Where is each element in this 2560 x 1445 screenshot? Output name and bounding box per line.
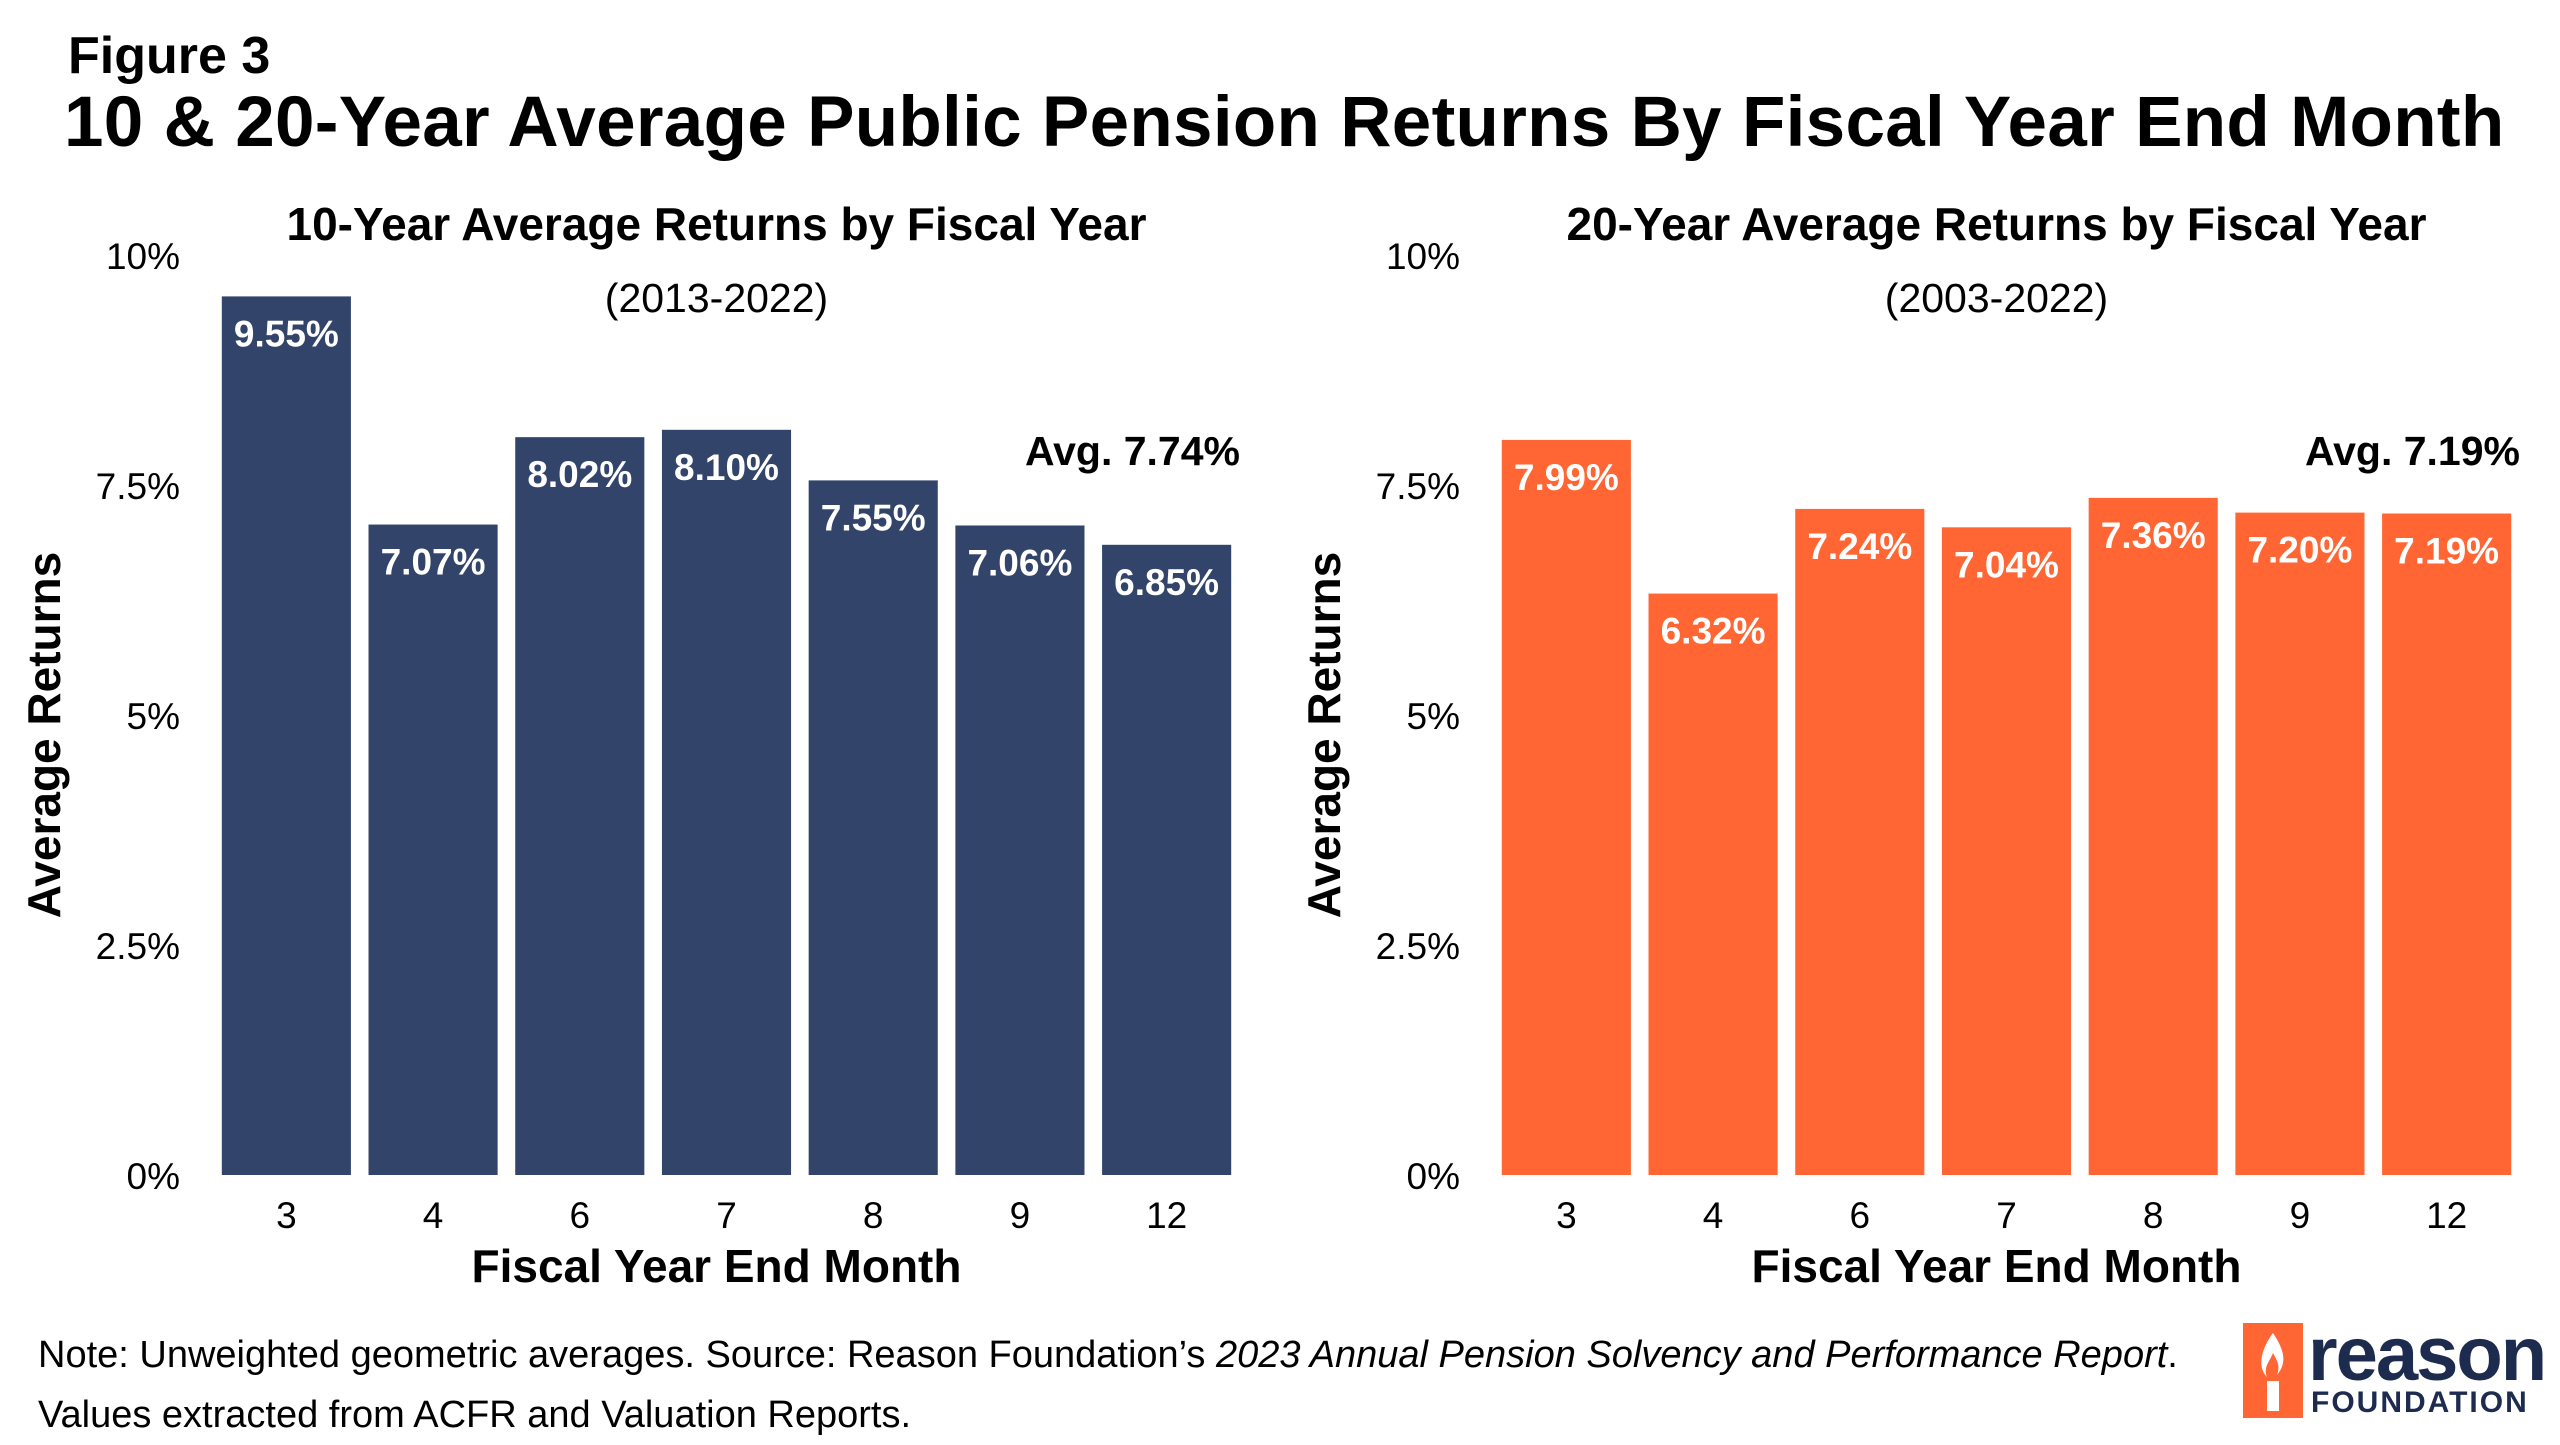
x-axis-title: Fiscal Year End Month <box>1752 1240 2242 1292</box>
x-tick-label: 3 <box>1556 1195 1577 1236</box>
bar-value-label: 8.10% <box>674 447 779 488</box>
x-tick-label: 12 <box>1146 1195 1187 1236</box>
bar-value-label: 6.32% <box>1661 611 1766 652</box>
torch-flame-icon <box>2243 1323 2303 1418</box>
y-tick-label: 7.5% <box>1376 466 1460 507</box>
bar <box>221 296 351 1175</box>
x-axis-title: Fiscal Year End Month <box>472 1240 962 1292</box>
bar-value-label: 6.85% <box>1114 562 1219 603</box>
x-tick-label: 8 <box>863 1195 884 1236</box>
x-tick-label: 9 <box>1010 1195 1031 1236</box>
x-tick-label: 3 <box>276 1195 297 1236</box>
bar <box>661 429 792 1175</box>
bar <box>368 524 498 1175</box>
bar-value-label: 8.02% <box>527 454 632 495</box>
y-axis-title: Average Returns <box>18 552 70 918</box>
footnote-line-1: Note: Unweighted geometric averages. Sou… <box>38 1325 2178 1385</box>
y-tick-label: 7.5% <box>96 466 180 507</box>
y-tick-label: 5% <box>127 696 180 737</box>
chart-title: 10-Year Average Returns by Fiscal Year <box>286 198 1146 250</box>
x-tick-label: 6 <box>1849 1195 1870 1236</box>
average-annotation: Avg. 7.19% <box>2305 428 2520 474</box>
chart-subtitle: (2013-2022) <box>605 275 828 321</box>
bar-value-label: 7.99% <box>1514 457 1619 498</box>
chart-10-year: 10-Year Average Returns by Fiscal Year (2… <box>18 198 1240 1292</box>
bar <box>2235 512 2365 1175</box>
bar-value-label: 7.07% <box>381 542 486 583</box>
x-tick-label: 9 <box>2290 1195 2311 1236</box>
bar-value-label: 7.19% <box>2394 531 2499 572</box>
y-tick-label: 0% <box>127 1156 180 1197</box>
torch-handle <box>2267 1381 2279 1411</box>
footnote-text: Note: Unweighted geometric averages. Sou… <box>38 1334 1216 1376</box>
main-title: 10 & 20-Year Average Public Pension Retu… <box>64 83 2505 162</box>
bar-value-label: 7.55% <box>821 497 926 538</box>
bar <box>2382 513 2512 1175</box>
logo-wordmark: reason <box>2308 1312 2547 1397</box>
footnote-report-title: 2023 Annual Pension Solvency and Perform… <box>1215 1334 2168 1376</box>
y-tick-label: 10% <box>106 236 180 277</box>
x-tick-label: 6 <box>569 1195 590 1236</box>
y-tick-label: 0% <box>1407 1156 1460 1197</box>
bar-value-label: 9.55% <box>234 313 339 354</box>
chart-subtitle: (2003-2022) <box>1885 275 2108 321</box>
x-tick-label: 12 <box>2426 1195 2467 1236</box>
y-axis-title: Average Returns <box>1298 552 1350 918</box>
bar-value-label: 7.20% <box>2247 530 2352 571</box>
footnote-period: . <box>2167 1334 2178 1376</box>
chart-20-year: 20-Year Average Returns by Fiscal Year (2… <box>1298 198 2520 1292</box>
bar <box>1941 527 2072 1175</box>
bar-value-label: 7.04% <box>1954 544 2059 585</box>
footnote: Note: Unweighted geometric averages. Sou… <box>38 1325 2178 1445</box>
bar-value-label: 7.06% <box>967 542 1072 583</box>
x-tick-label: 8 <box>2143 1195 2164 1236</box>
bar <box>955 525 1085 1175</box>
logo-subtitle: FOUNDATION <box>2311 1386 2529 1419</box>
bar <box>808 480 938 1175</box>
reason-foundation-logo: reason FOUNDATION <box>2243 1312 2547 1423</box>
bar <box>1648 593 1778 1175</box>
x-tick-label: 4 <box>423 1195 444 1236</box>
chart-title: 20-Year Average Returns by Fiscal Year <box>1566 198 2426 250</box>
flame-shape <box>2261 1333 2284 1377</box>
y-tick-label: 5% <box>1407 696 1460 737</box>
bar <box>1795 508 1925 1175</box>
figure-label: Figure 3 <box>68 27 271 85</box>
x-tick-label: 7 <box>1996 1195 2017 1236</box>
y-tick-label: 2.5% <box>1376 926 1460 967</box>
bar <box>2088 497 2218 1175</box>
x-tick-label: 4 <box>1703 1195 1724 1236</box>
footnote-line-2: Values extracted from ACFR and Valuation… <box>38 1394 912 1436</box>
bar-value-label: 7.36% <box>2101 515 2206 556</box>
bar-value-label: 7.24% <box>1807 526 1912 567</box>
x-tick-label: 7 <box>716 1195 737 1236</box>
bar <box>1102 544 1232 1175</box>
y-tick-label: 10% <box>1386 236 1460 277</box>
bar <box>1501 439 1631 1175</box>
bar <box>515 437 645 1175</box>
y-tick-label: 2.5% <box>96 926 180 967</box>
average-annotation: Avg. 7.74% <box>1025 428 1240 474</box>
